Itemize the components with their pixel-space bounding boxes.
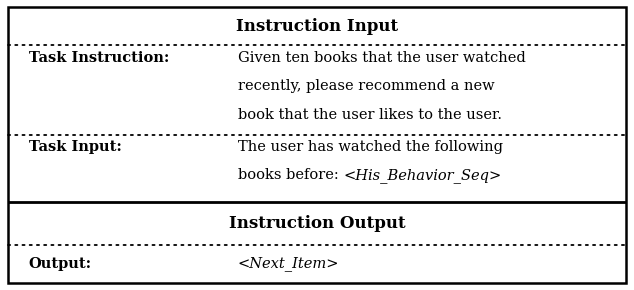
FancyBboxPatch shape [8,7,626,283]
Text: Task Input:: Task Input: [29,140,121,154]
Text: books before:: books before: [238,168,343,182]
Text: Instruction Input: Instruction Input [236,18,398,35]
Text: <His_Behavior_Seq>: <His_Behavior_Seq> [343,168,501,183]
Text: The user has watched the following: The user has watched the following [238,140,503,154]
Text: <Next_Item>: <Next_Item> [238,256,339,271]
Text: book that the user likes to the user.: book that the user likes to the user. [238,108,501,122]
Text: Given ten books that the user watched: Given ten books that the user watched [238,51,526,65]
Text: recently, please recommend a new: recently, please recommend a new [238,79,495,93]
Text: Output:: Output: [29,257,92,271]
Text: Task Instruction:: Task Instruction: [29,51,169,65]
Text: Instruction Output: Instruction Output [229,215,405,232]
